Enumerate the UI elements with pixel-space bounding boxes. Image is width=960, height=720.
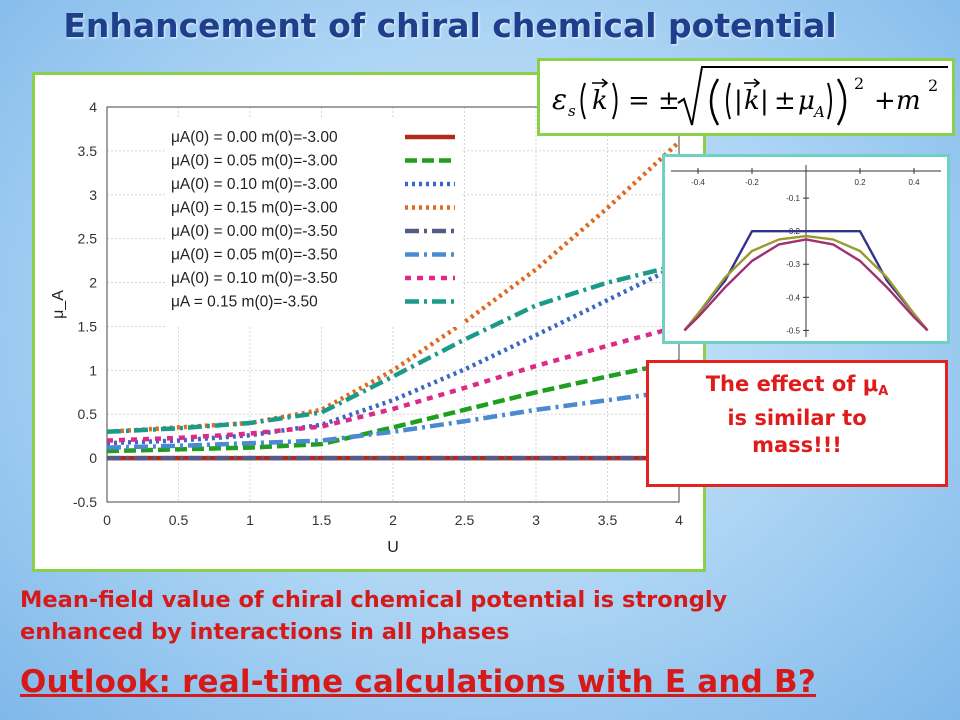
series-line [106, 359, 680, 454]
y-tick-label: 3 [89, 187, 97, 203]
series-line [106, 324, 680, 443]
legend-label: μA = 0.15 m(0)=-3.50 [171, 294, 318, 311]
inset-y-tick-label: -0.5 [786, 326, 800, 335]
inset-chart-frame: -0.4 -0.2 0.2 0.4 -0.1 -0.2 -0.3 -0.4 -0.5 [662, 154, 950, 344]
legend-label: μA(0) = 0.05 m(0)=-3.50 [171, 247, 338, 264]
legend-label: μA(0) = 0.15 m(0)=-3.00 [171, 200, 338, 217]
main-chart: 0 0.5 1 1.5 2 2.5 3 3.5 4 -0.5 0 0.5 1 1.5 2 2.5 3 3.5 4 Uμ… [50, 99, 683, 556]
y-tick-label: -0.5 [73, 494, 97, 510]
y-axis-label: μ_A [50, 290, 67, 319]
x-tick-label: 4 [675, 512, 683, 528]
dispersion-formula: ε s k = ± | k | ± μ A 2 + m 2 [552, 66, 948, 126]
effect-line-3: mass!!! [752, 433, 842, 457]
y-tick-label: 4 [89, 99, 97, 115]
legend-label: μA(0) = 0.10 m(0)=-3.00 [171, 176, 338, 193]
svg-text:±: ± [774, 86, 796, 116]
svg-text:k: k [744, 86, 760, 116]
svg-text:= ±: = ± [628, 86, 680, 116]
legend-label: μA(0) = 0.05 m(0)=-3.00 [171, 153, 338, 170]
conclusion-line-1: Mean-field value of chiral chemical pote… [20, 587, 728, 613]
svg-text:|: | [760, 86, 769, 116]
inset-y-tick-label: -0.3 [786, 260, 800, 269]
effect-line-1: The effect of μ [705, 372, 879, 396]
x-tick-label: 0 [103, 512, 111, 528]
svg-text:|: | [734, 86, 743, 116]
y-tick-label: 0.5 [78, 406, 98, 422]
x-tick-label: 2 [389, 512, 397, 528]
conclusion-line-2: enhanced by interactions in all phases [20, 619, 510, 645]
y-tick-label: 2.5 [78, 231, 98, 247]
inset-x-tick-label: 0.2 [854, 178, 866, 187]
legend-label: μA(0) = 0.00 m(0)=-3.50 [171, 223, 338, 240]
legend-label: μA(0) = 0.00 m(0)=-3.00 [171, 129, 338, 146]
legend-background [165, 117, 463, 327]
x-tick-label: 3.5 [598, 512, 618, 528]
svg-text:s: s [568, 102, 576, 120]
svg-text:μ: μ [798, 86, 815, 116]
inset-series-line [683, 229, 929, 332]
effect-line-1-subscript: A [878, 384, 889, 399]
outlook-text: Outlook: real-time calculations with E a… [20, 664, 817, 700]
y-tick-label: 2 [89, 275, 97, 291]
x-tick-label: 2.5 [455, 512, 475, 528]
series-line [106, 262, 680, 435]
inset-chart: -0.4 -0.2 0.2 0.4-0.1-0.2-0.3-0.4-0.5 [671, 165, 941, 337]
inset-x-tick-label: -0.4 [691, 178, 705, 187]
x-tick-label: 0.5 [169, 512, 189, 528]
x-tick-label: 1 [246, 512, 254, 528]
svg-text:2: 2 [854, 74, 864, 93]
effect-note: The effect of μA is similar to mass!!! [646, 360, 948, 487]
inset-series-line [683, 234, 929, 332]
x-tick-label: 3 [532, 512, 540, 528]
inset-y-tick-label: -0.1 [786, 194, 800, 203]
svg-text:+: + [874, 86, 896, 116]
svg-text:ε: ε [552, 83, 567, 116]
conclusion-text: Mean-field value of chiral chemical pote… [20, 584, 950, 648]
series-line [106, 388, 680, 450]
y-tick-label: 1 [89, 362, 97, 378]
y-tick-label: 1.5 [78, 318, 98, 334]
inset-series-line [683, 238, 929, 332]
y-tick-label: 3.5 [78, 143, 98, 159]
svg-text:A: A [812, 103, 825, 121]
inset-x-tick-label: -0.2 [745, 178, 759, 187]
svg-text:2: 2 [928, 76, 938, 95]
dispersion-formula-box: ε s k = ± | k | ± μ A 2 + m 2 [537, 58, 955, 136]
svg-text:k: k [592, 86, 608, 116]
x-axis-label: U [387, 539, 399, 556]
inset-x-tick-label: 0.4 [908, 178, 920, 187]
x-tick-label: 1.5 [312, 512, 332, 528]
effect-line-2: is similar to [727, 406, 867, 430]
legend-label: μA(0) = 0.10 m(0)=-3.50 [171, 270, 338, 287]
y-tick-label: 0 [89, 450, 97, 466]
svg-text:m: m [896, 86, 921, 116]
inset-y-tick-label: -0.4 [786, 293, 800, 302]
slide-title: Enhancement of chiral chemical potential [63, 6, 837, 45]
